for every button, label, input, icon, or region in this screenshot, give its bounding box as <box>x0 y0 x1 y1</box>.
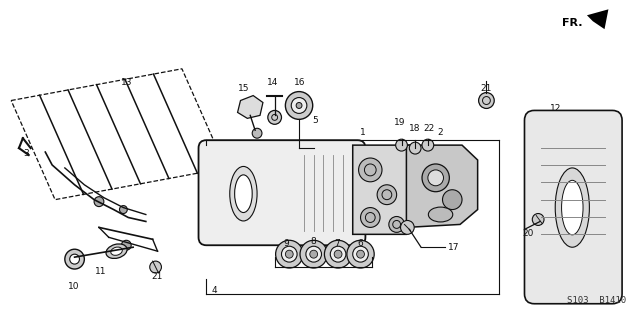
Polygon shape <box>587 9 609 29</box>
Text: 15: 15 <box>237 84 249 93</box>
Circle shape <box>285 250 293 258</box>
Circle shape <box>532 213 544 226</box>
Ellipse shape <box>556 168 589 247</box>
Polygon shape <box>237 96 263 118</box>
Ellipse shape <box>561 180 583 235</box>
Ellipse shape <box>235 175 252 212</box>
Circle shape <box>396 139 408 151</box>
Ellipse shape <box>111 247 122 255</box>
Text: 17: 17 <box>447 243 459 252</box>
Circle shape <box>330 246 346 262</box>
Text: S103  B1410: S103 B1410 <box>568 296 627 305</box>
Text: 3: 3 <box>23 149 29 158</box>
Text: 10: 10 <box>68 282 79 291</box>
Text: 20: 20 <box>523 229 534 238</box>
Text: 21: 21 <box>152 272 163 281</box>
Text: 16: 16 <box>294 78 306 87</box>
Circle shape <box>479 93 494 108</box>
Circle shape <box>377 185 397 204</box>
Circle shape <box>353 246 369 262</box>
Polygon shape <box>353 145 416 234</box>
Circle shape <box>422 139 434 151</box>
Ellipse shape <box>106 244 127 258</box>
Circle shape <box>422 164 449 192</box>
Circle shape <box>300 240 327 268</box>
Circle shape <box>428 170 444 186</box>
Circle shape <box>276 240 303 268</box>
Ellipse shape <box>428 207 452 222</box>
Circle shape <box>401 220 414 234</box>
Circle shape <box>389 217 404 232</box>
Circle shape <box>442 190 462 210</box>
Ellipse shape <box>230 167 257 221</box>
Text: 13: 13 <box>120 78 132 87</box>
Circle shape <box>285 92 313 119</box>
Text: 7: 7 <box>334 239 340 248</box>
Text: 1: 1 <box>360 128 365 137</box>
FancyBboxPatch shape <box>525 110 622 304</box>
Circle shape <box>70 254 79 264</box>
Text: 19: 19 <box>394 118 405 127</box>
Circle shape <box>122 240 131 250</box>
Text: 5: 5 <box>313 116 319 125</box>
Text: 9: 9 <box>284 239 289 248</box>
Circle shape <box>150 261 161 273</box>
Circle shape <box>356 250 364 258</box>
Circle shape <box>268 110 282 124</box>
Circle shape <box>360 208 380 227</box>
Text: 18: 18 <box>410 124 421 133</box>
Circle shape <box>347 240 374 268</box>
Circle shape <box>120 205 127 213</box>
Circle shape <box>65 249 84 269</box>
Text: FR.: FR. <box>561 18 582 28</box>
Circle shape <box>334 250 342 258</box>
Circle shape <box>282 246 297 262</box>
Text: 12: 12 <box>550 104 561 113</box>
Circle shape <box>358 158 382 182</box>
Text: 14: 14 <box>267 78 278 87</box>
Polygon shape <box>406 145 477 227</box>
Text: 11: 11 <box>95 266 107 276</box>
Circle shape <box>252 128 262 138</box>
Circle shape <box>291 98 307 114</box>
Circle shape <box>94 197 104 207</box>
Text: 21: 21 <box>481 84 492 93</box>
Circle shape <box>306 246 321 262</box>
Circle shape <box>324 240 352 268</box>
FancyBboxPatch shape <box>198 140 365 245</box>
Text: 22: 22 <box>423 124 435 133</box>
Text: 8: 8 <box>311 237 317 246</box>
Text: 6: 6 <box>358 239 364 248</box>
Circle shape <box>410 142 421 154</box>
Text: 4: 4 <box>211 286 217 295</box>
Circle shape <box>310 250 317 258</box>
Circle shape <box>296 102 302 108</box>
Text: 2: 2 <box>438 128 444 137</box>
